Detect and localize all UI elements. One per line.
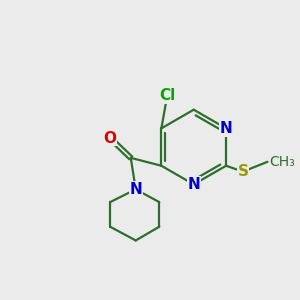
- Text: Cl: Cl: [159, 88, 175, 104]
- Text: N: N: [129, 182, 142, 197]
- Text: S: S: [237, 164, 248, 179]
- Text: N: N: [220, 121, 232, 136]
- Text: N: N: [129, 182, 142, 197]
- Text: CH₃: CH₃: [269, 155, 295, 169]
- Text: O: O: [103, 131, 117, 146]
- Text: N: N: [188, 177, 200, 192]
